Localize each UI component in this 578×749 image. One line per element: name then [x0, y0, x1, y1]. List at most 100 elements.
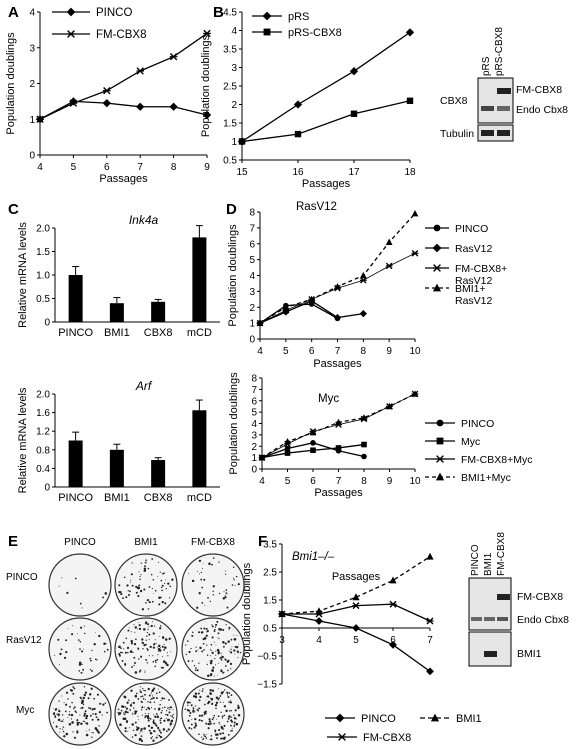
y-tick-label: 3: [29, 43, 35, 54]
data-point: [294, 130, 302, 138]
legend-marker: [436, 419, 444, 427]
data-point: [315, 610, 323, 618]
data-point: [334, 282, 341, 290]
y-tick-label: 7: [251, 385, 257, 396]
data-point: [411, 209, 419, 217]
blot-b-row-tubulin: Tubulin: [440, 128, 474, 140]
legend-label: pRS-CBX8: [288, 27, 342, 39]
y-axis-label: Population doublings: [200, 34, 212, 137]
legend-marker: [436, 437, 444, 445]
legend-marker: [337, 733, 347, 741]
y-tick-label: 4: [29, 8, 35, 19]
series-fm-cbx8: [36, 29, 211, 123]
blot-b-band-endo-2: [497, 106, 510, 111]
panel-label-e: E: [8, 533, 18, 550]
chart-d-top: 0 1 2 3 4 5 6 7 8 4 5 6 7 8 9 10 Passages Population doub…: [227, 201, 507, 370]
y-tick-label: 1: [251, 453, 257, 464]
data-point: [258, 453, 266, 461]
data-point: [256, 319, 264, 326]
data-point: [426, 617, 434, 625]
y-tick-label: 0.5: [223, 156, 237, 167]
blot-f-lane-3: FM-CBX8: [496, 532, 507, 576]
y-tick-label: 2: [251, 442, 257, 453]
legend-marker: [335, 713, 345, 723]
bar: [151, 460, 166, 487]
data-point: [386, 402, 393, 410]
data-point: [333, 313, 342, 322]
blot-f-label-endo: Endo Cbx8: [517, 614, 569, 626]
legend-marker: [66, 30, 76, 38]
colony-plate: [114, 553, 178, 617]
x-tick-label: 15: [236, 167, 248, 178]
data-point: [284, 445, 291, 452]
y-axis-label: Relative mRNA levels: [17, 387, 29, 493]
legend-marker: [262, 11, 272, 21]
data-point: [385, 238, 393, 245]
blot-f-label-fm: FM-CBX8: [517, 591, 563, 603]
chart-f: 3.52.51.50.5−0.5−1.53 4 5 6 7PassagesPopulat…: [241, 540, 434, 691]
y-axis-label: Population doublings: [227, 224, 239, 327]
blot-b-lane-2: pRS-CBX8: [494, 27, 505, 76]
y-tick-label: −0.5: [257, 652, 277, 663]
x-axis-label: Passages: [314, 487, 363, 499]
data-point: [284, 450, 291, 456]
blot-f-band-fm: [497, 594, 510, 600]
data-point: [411, 390, 419, 397]
series-line: [39, 32, 208, 120]
data-point: [308, 295, 316, 303]
x-tick-label: 4: [257, 346, 263, 357]
x-tick-label: 7: [137, 162, 143, 173]
y-axis-label: Population doublings: [228, 372, 240, 475]
series-line: [281, 556, 431, 615]
y-tick-label: −1.5: [257, 680, 277, 691]
blot-f-membrane-2: [468, 631, 512, 667]
y-tick-label: 2.0: [36, 224, 50, 235]
blot-f-membrane-1: [468, 577, 512, 631]
bar: [192, 410, 207, 487]
y-tick-label: 0: [44, 318, 50, 329]
data-point: [405, 28, 415, 37]
y-tick-label: 3: [231, 63, 237, 74]
panel-label-f: F: [258, 533, 267, 550]
y-tick-label: 4.5: [223, 8, 237, 19]
data-point: [352, 602, 360, 610]
x-tick-label: 8: [171, 162, 177, 173]
x-tick-label: 4: [37, 162, 43, 173]
plates-col-bmi1: BMI1: [134, 537, 158, 548]
data-point: [350, 110, 358, 117]
y-tick-label: 3.5: [263, 540, 277, 551]
y-tick-label: 1.5: [223, 119, 237, 130]
data-point: [169, 52, 178, 61]
y-tick-label: 0: [44, 483, 50, 494]
x-tick-label: 10: [409, 476, 421, 487]
x-tick-label: 6: [309, 346, 315, 357]
y-tick-label: 3.5: [223, 45, 237, 56]
blot-f-lane-1: PINCO: [470, 544, 481, 576]
legend-marker: [433, 224, 441, 232]
plates-row-pinco: PINCO: [6, 572, 38, 583]
category-label: CBX8: [144, 327, 173, 339]
x-tick-label: 9: [204, 162, 210, 173]
legend-label: RasV12: [455, 275, 493, 287]
data-point: [102, 86, 111, 95]
x-tick-label: 5: [283, 346, 289, 357]
panel-label-d: D: [226, 201, 237, 218]
y-tick-label: 1.5: [36, 247, 50, 258]
blot-f: PINCO BMI1 FM-CBX8 FM-CBX8 Endo Cbx8 BMI…: [468, 532, 569, 667]
data-point: [352, 593, 360, 601]
y-tick-label: 1: [249, 319, 255, 330]
x-tick-label: 6: [390, 635, 396, 646]
category-label: mCD: [187, 327, 212, 339]
bar: [68, 275, 83, 322]
data-point: [385, 262, 393, 270]
blot-b-band-fm: [497, 88, 511, 94]
y-tick-label: 2: [249, 303, 255, 314]
y-tick-label: 0.5: [36, 294, 50, 305]
blot-b: pRS pRS-CBX8 CBX8 FM-CBX8 Endo Cbx8 Tubu…: [440, 27, 568, 142]
y-tick-label: 0.5: [263, 624, 277, 635]
y-tick-label: 4: [231, 26, 237, 37]
legend: PINCO Myc FM-CBX8+Myc BMI1+Myc: [425, 418, 532, 484]
blot-f-band-bmi1: [484, 651, 497, 657]
legend-label: FM-CBX8+Myc: [461, 454, 532, 466]
data-point: [136, 67, 145, 75]
